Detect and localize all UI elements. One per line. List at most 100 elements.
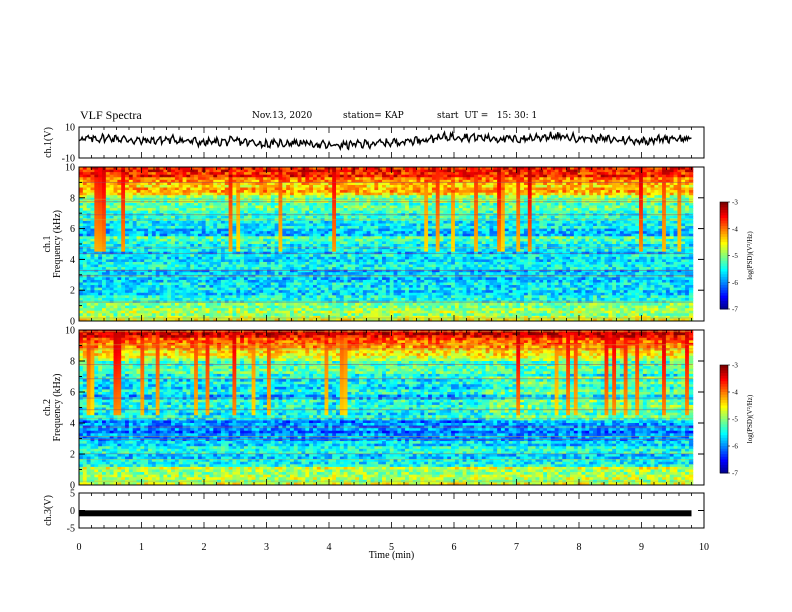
colorbar-step	[720, 287, 728, 291]
colorbar-step	[720, 276, 728, 281]
panel-ch1-spectrogram: 0 2 4 6 8 10 ch.1 Frequency (kHz) -3 -4 -5 -6 -7 log(…	[42, 163, 754, 328]
colorbar-step	[720, 389, 728, 393]
colorbar-step	[720, 448, 728, 452]
colorbar-step	[720, 271, 728, 275]
y-axis-label-channel: ch.1	[42, 236, 53, 253]
colorbar-step	[720, 467, 728, 471]
y-tick-label: 4	[70, 419, 75, 430]
y-tick-label: 10	[65, 123, 75, 134]
colorbar-step	[720, 300, 728, 305]
colorbar-step	[720, 215, 728, 219]
colorbar-step	[720, 210, 728, 214]
colorbar: -3 -4 -5 -6 -7 log(PSD)(V²/Hz)	[719, 362, 754, 478]
y-tick-label: 0	[70, 317, 75, 328]
colorbar-step	[720, 258, 728, 262]
colorbar: -3 -4 -5 -6 -7 log(PSD)(V²/Hz)	[719, 199, 754, 314]
colorbar-step	[720, 266, 728, 270]
colorbar-step	[720, 405, 728, 409]
colorbar-step	[720, 220, 728, 224]
y-tick-label: 10	[65, 163, 75, 174]
colorbar-step	[720, 462, 728, 466]
x-tick-label: 2	[202, 542, 207, 553]
colorbar-step	[720, 392, 728, 396]
colorbar-step	[720, 370, 728, 374]
ch1-trace	[78, 130, 692, 152]
x-tick-label: 10	[699, 542, 709, 553]
colorbar-tick-label: -5	[732, 416, 738, 424]
x-tick-label: 8	[577, 542, 582, 553]
colorbar-tick-label: -6	[732, 279, 738, 287]
y-tick-label: 8	[70, 193, 75, 204]
x-axis: 0 1 2 3 4 5 6 7 8 9 10 Time (min)	[77, 127, 709, 561]
colorbar-step	[720, 416, 728, 420]
colorbar-step	[720, 303, 728, 307]
y-tick-label: 8	[70, 357, 75, 368]
colorbar-step	[720, 252, 728, 256]
colorbar-step	[720, 250, 728, 254]
spectrogram-cells	[79, 330, 694, 486]
colorbar-step	[720, 397, 728, 401]
colorbar-tick-label: -6	[732, 443, 738, 451]
y-tick-label: -10	[62, 154, 75, 165]
x-tick-label: 7	[514, 542, 519, 553]
colorbar-step	[720, 451, 728, 455]
colorbar-step	[720, 279, 728, 283]
x-axis-label: Time (min)	[369, 550, 414, 561]
colorbar-step	[720, 223, 728, 227]
x-tick-label: 4	[327, 542, 332, 553]
spectrogram-cells	[79, 167, 694, 322]
colorbar-step	[720, 260, 728, 265]
colorbar-step	[720, 456, 728, 460]
colorbar-step	[720, 402, 728, 406]
panel-ch3-waveform: 5 0 -5 ch.3(V)	[43, 489, 705, 535]
y-tick-label: 5	[70, 489, 75, 500]
colorbar-step	[720, 424, 728, 428]
header-start-time: start UT = 15: 30: 1	[437, 111, 538, 121]
colorbar-step	[720, 440, 728, 444]
y-axis-label: ch.3(V)	[43, 495, 54, 526]
colorbar-step	[720, 419, 728, 423]
colorbar-step	[720, 204, 728, 208]
colorbar-step	[720, 306, 728, 310]
colorbar-step	[720, 365, 728, 369]
colorbar-step	[720, 218, 728, 222]
colorbar-step	[720, 381, 728, 385]
colorbar-step	[720, 226, 728, 230]
colorbar-step	[720, 298, 728, 302]
colorbar-step	[720, 410, 728, 415]
y-tick-label: 2	[70, 450, 75, 461]
ch3-trace	[79, 510, 692, 517]
colorbar-step	[720, 212, 728, 216]
colorbar-step	[720, 394, 728, 398]
colorbar-step	[720, 367, 728, 371]
colorbar-step	[720, 413, 728, 417]
y-tick-label: -5	[67, 524, 75, 535]
colorbar-tick-label: -4	[732, 225, 738, 233]
colorbar-step	[720, 231, 728, 235]
colorbar-step	[720, 432, 728, 436]
colorbar-step	[720, 454, 728, 458]
colorbar-step	[720, 236, 728, 240]
colorbar-step	[720, 386, 728, 390]
colorbar-step	[720, 464, 728, 469]
panel-ch2-spectrogram: 0 2 4 6 8 10 ch.2 Frequency (kHz) -3 -4 -5 -6 -7 log(…	[42, 326, 754, 492]
colorbar-step	[720, 295, 728, 299]
colorbar-step	[720, 429, 728, 433]
colorbar-step	[720, 242, 728, 246]
colorbar-step	[720, 400, 728, 404]
y-tick-label: 0	[70, 506, 75, 517]
colorbar-step	[720, 268, 728, 273]
panel-ch1-waveform: 10 -10 ch.1(V)	[43, 123, 705, 165]
colorbar-step	[720, 234, 728, 238]
y-axis-label-frequency: Frequency (kHz)	[52, 210, 63, 278]
colorbar-tick-label: -3	[732, 362, 738, 370]
colorbar-step	[720, 292, 728, 297]
x-tick-label: 0	[77, 542, 82, 553]
colorbar-step	[720, 437, 728, 442]
colorbar-step	[720, 263, 728, 267]
colorbar-tick-label: -7	[732, 470, 738, 478]
y-axis-label-frequency: Frequency (kHz)	[52, 373, 63, 441]
colorbar-step	[720, 207, 728, 211]
header-date: Nov.13, 2020	[252, 111, 313, 121]
colorbar-step	[720, 378, 728, 382]
